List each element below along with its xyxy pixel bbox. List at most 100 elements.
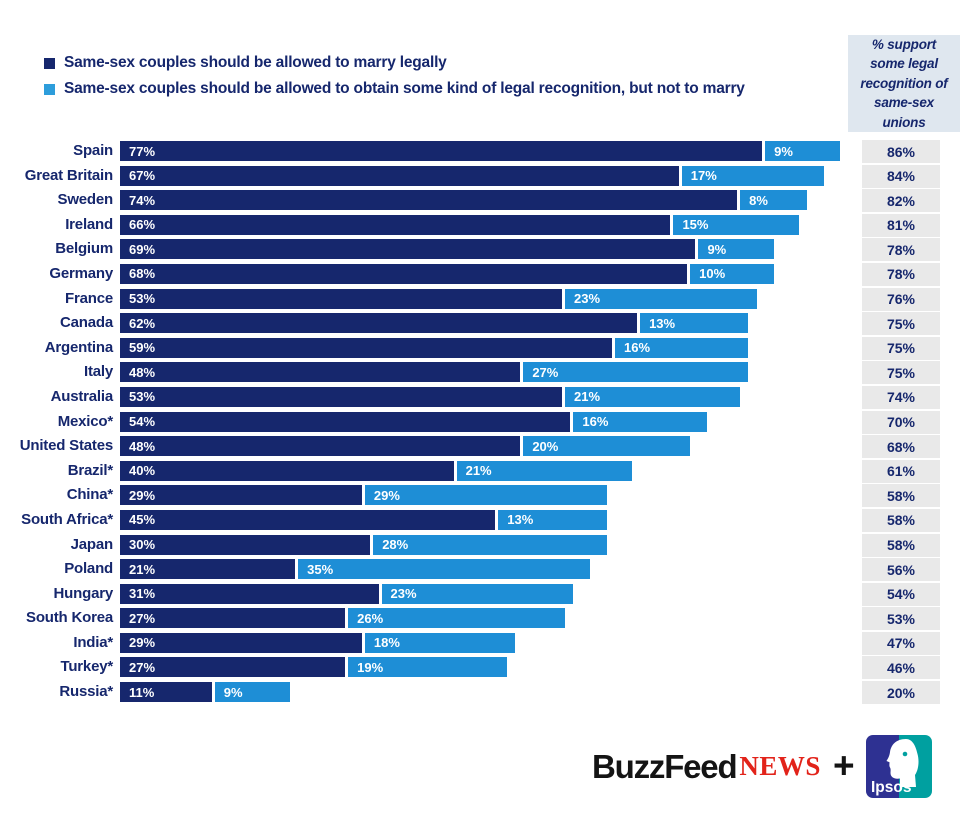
- chart-row: Australia 53% 21% 74%: [0, 385, 980, 412]
- marry-bar-segment: 30%: [120, 534, 371, 555]
- ipsos-logo-label: Ipsos: [871, 779, 911, 796]
- chart-row: India* 29% 18% 47%: [0, 631, 980, 658]
- chart-row: Sweden 74% 8% 82%: [0, 189, 980, 215]
- marry-value-label: 66%: [129, 217, 156, 233]
- chart-row: Hungary 31% 23% 54%: [0, 582, 980, 609]
- country-label: France: [65, 289, 113, 307]
- total-value-cell: 74%: [862, 385, 940, 409]
- marry-bar-segment: 29%: [120, 485, 362, 506]
- recognition-value-label: 35%: [307, 561, 334, 577]
- marry-value-label: 67%: [129, 168, 156, 184]
- country-label: Japan: [70, 535, 114, 553]
- marry-value-label: 40%: [129, 463, 156, 479]
- recognition-value-label: 16%: [582, 414, 609, 430]
- marry-bar-segment: 53%: [120, 386, 563, 407]
- legend-item-recognition-label: Same-sex couples should be allowed to ob…: [64, 80, 745, 97]
- marry-value-label: 45%: [129, 512, 156, 528]
- recognition-bar-segment: 20%: [523, 436, 691, 457]
- chart-row: Spain 77% 9% 86%: [0, 140, 980, 166]
- recognition-value-label: 10%: [699, 266, 726, 282]
- marry-value-label: 48%: [129, 438, 156, 454]
- marry-bar-segment: 59%: [120, 337, 613, 358]
- marry-value-label: 27%: [129, 610, 156, 626]
- total-value-cell: 20%: [862, 681, 940, 705]
- total-value-cell: 54%: [862, 582, 940, 606]
- bar-area: 67% 17%: [120, 165, 824, 186]
- marry-bar-segment: 69%: [120, 239, 696, 260]
- recognition-legend-swatch-icon: [44, 83, 55, 95]
- chart-row: Ireland 66% 15% 81%: [0, 213, 980, 240]
- recognition-bar-segment: 23%: [565, 288, 757, 309]
- buzzfeed-news-logo: NEWS: [739, 751, 821, 781]
- bar-area: 62% 13%: [120, 313, 749, 334]
- marry-value-label: 69%: [129, 241, 156, 257]
- recognition-bar-segment: 15%: [673, 214, 799, 235]
- marry-value-label: 29%: [129, 635, 156, 651]
- marry-value-label: 53%: [129, 291, 156, 307]
- recognition-value-label: 13%: [649, 315, 676, 331]
- recognition-bar-segment: 16%: [615, 337, 749, 358]
- marry-bar-segment: 53%: [120, 288, 563, 309]
- buzzfeed-logo: BuzzFeed: [592, 747, 738, 785]
- total-value-cell: 75%: [862, 312, 940, 336]
- country-label: United States: [19, 437, 113, 455]
- marry-bar-segment: 77%: [120, 141, 763, 161]
- face-profile-icon: [886, 739, 919, 787]
- marry-legend-swatch-icon: [44, 57, 55, 69]
- legend-item-recognition: Same-sex couples should be allowed to ob…: [44, 80, 745, 98]
- chart-row: Brazil* 40% 21% 61%: [0, 459, 980, 486]
- total-value-cell: 78%: [862, 238, 940, 262]
- legend-item-marry: Same-sex couples should be allowed to ma…: [44, 54, 745, 72]
- recognition-value-label: 9%: [707, 241, 727, 257]
- marry-bar-segment: 11%: [120, 682, 212, 703]
- total-value-cell: 75%: [862, 336, 940, 360]
- recognition-bar-segment: 29%: [364, 485, 607, 506]
- total-value-cell: 46%: [862, 656, 940, 680]
- recognition-bar-segment: 13%: [640, 313, 749, 334]
- bar-area: 48% 27%: [120, 362, 749, 383]
- total-value-cell: 68%: [862, 435, 940, 459]
- footer-logos: BuzzFeed NEWS + Ipsos: [592, 735, 932, 798]
- plus-sign: +: [832, 744, 855, 786]
- country-label: Australia: [50, 387, 114, 405]
- chart-row: Great Britain 67% 17% 84%: [0, 164, 980, 191]
- recognition-value-label: 23%: [574, 291, 601, 307]
- bar-area: 53% 23%: [120, 288, 757, 309]
- bar-area: 48% 20%: [120, 436, 691, 457]
- total-value-cell: 76%: [862, 287, 940, 311]
- bar-area: 27% 26%: [120, 608, 565, 629]
- total-value-cell: 75%: [862, 361, 940, 385]
- bar-area: 59% 16%: [120, 337, 749, 358]
- marry-value-label: 30%: [129, 537, 156, 552]
- marry-value-label: 77%: [129, 143, 156, 159]
- country-label: Argentina: [44, 338, 113, 356]
- recognition-value-label: 16%: [624, 340, 651, 356]
- marry-bar-segment: 27%: [120, 608, 346, 629]
- country-label: South Korea: [26, 609, 113, 627]
- bar-area: 30% 28%: [120, 534, 607, 555]
- recognition-value-label: 26%: [357, 610, 384, 626]
- chart-row: China* 29% 29% 58%: [0, 484, 980, 510]
- country-label: Hungary: [53, 584, 114, 602]
- total-value-cell: 78%: [862, 262, 940, 286]
- country-label: Mexico*: [57, 412, 113, 430]
- bar-area: 66% 15%: [120, 214, 799, 235]
- bar-area: 29% 29%: [120, 485, 607, 506]
- chart-row: Japan 30% 28% 58%: [0, 533, 980, 560]
- marry-bar-segment: 40%: [120, 460, 454, 481]
- ipsos-logo: Ipsos: [865, 735, 932, 798]
- country-label: Sweden: [57, 191, 114, 209]
- chart-row: Poland 21% 35% 56%: [0, 558, 980, 584]
- chart-row: Argentina 59% 16% 75%: [0, 336, 980, 363]
- marry-value-label: 21%: [129, 561, 156, 577]
- total-value-cell: 47%: [862, 631, 940, 655]
- marry-bar-segment: 74%: [120, 190, 738, 211]
- chart-rows: Spain 77% 9% 86% Great Britain 67% 17% 84% Swede…: [0, 140, 980, 707]
- bar-area: 27% 19%: [120, 657, 507, 678]
- total-value-cell: 86%: [862, 140, 940, 163]
- recognition-bar-segment: 18%: [364, 632, 515, 653]
- total-value-cell: 56%: [862, 558, 940, 582]
- marry-bar-segment: 29%: [120, 632, 362, 653]
- recognition-bar-segment: 27%: [523, 362, 749, 383]
